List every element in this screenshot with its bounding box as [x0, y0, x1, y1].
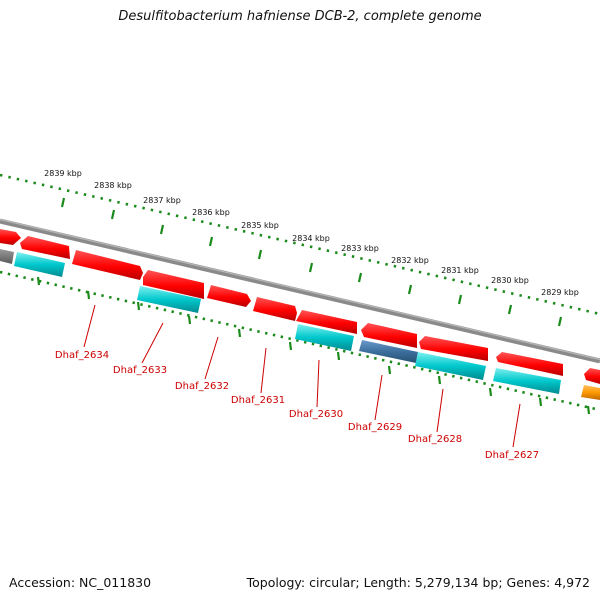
cds-forward-arrow [20, 236, 70, 259]
gene-label: Dhaf_2628 [408, 434, 462, 445]
inner-tick-mark [288, 341, 293, 351]
unknown-feature [581, 385, 600, 400]
inner-scale-dotted-line [0, 270, 600, 412]
forward-strand-features [0, 229, 600, 384]
cds-reverse-feature [137, 286, 201, 313]
scale-tick-label: 2835 kbp [241, 221, 279, 230]
major-tick-mark [507, 304, 513, 315]
inner-tick-mark [488, 387, 493, 397]
outer-scale-ticks: 2839 kbp 2838 kbp 2837 kbp 2836 kbp 2835 kbp… [44, 169, 579, 327]
gene-leader-line [374, 374, 383, 421]
inner-tick-mark [36, 276, 41, 286]
accession-label: Accession: NC_011830 [9, 575, 152, 590]
major-tick-mark [208, 236, 214, 247]
inner-tick-mark [538, 397, 543, 407]
genome-title: Desulfitobacterium hafniense DCB-2, comp… [118, 9, 482, 24]
gene-leader-line [316, 359, 320, 408]
gene-label: Dhaf_2634 [55, 350, 109, 361]
scale-tick-label: 2832 kbp [391, 256, 429, 265]
inner-tick-mark [437, 375, 442, 385]
cds-other-feature [0, 249, 14, 264]
inner-tick-mark [387, 365, 392, 375]
cds-reverse-feature [14, 252, 65, 277]
inner-tick-mark [237, 328, 242, 338]
scale-tick-label: 2834 kbp [292, 234, 330, 243]
major-tick-mark [308, 262, 314, 273]
cds-forward-arrow [207, 285, 251, 307]
inner-tick-mark [187, 315, 192, 325]
cds-reverse-feature [295, 324, 354, 351]
gene-label: Dhaf_2630 [289, 409, 343, 420]
major-tick-mark [557, 316, 563, 327]
major-tick-mark [407, 284, 413, 295]
major-tick-mark [357, 272, 363, 283]
scale-tick-label: 2836 kbp [192, 208, 230, 217]
major-tick-mark [457, 294, 463, 305]
gene-leader-line [141, 322, 164, 364]
cds-reverse-feature [493, 368, 561, 394]
scale-tick-label: 2829 kbp [541, 288, 579, 297]
genome-summary-label: Topology: circular; Length: 5,279,134 bp… [246, 575, 590, 590]
scale-tick-label: 2831 kbp [441, 266, 479, 275]
gene-label: Dhaf_2629 [348, 422, 402, 433]
major-tick-mark [159, 224, 165, 235]
gene-leader-line [204, 336, 219, 380]
scale-tick-label: 2838 kbp [94, 181, 132, 190]
cds-forward-arrow [361, 323, 417, 348]
gene-leader-line [512, 403, 521, 448]
cds-forward-arrow [0, 229, 21, 245]
gene-label: Dhaf_2632 [175, 381, 229, 392]
cds-forward-arrow [253, 297, 297, 321]
inner-tick-mark [336, 351, 341, 361]
scale-tick-label: 2837 kbp [143, 196, 181, 205]
gene-leader-line [83, 304, 96, 348]
genome-backbone-highlight [0, 218, 600, 361]
genome-backbone [0, 218, 600, 364]
cds-forward-arrow [296, 310, 357, 334]
gene-label: Dhaf_2627 [485, 450, 539, 461]
major-tick-mark [257, 249, 263, 260]
cds-reverse-feature [415, 352, 486, 380]
gene-label: Dhaf_2631 [231, 395, 285, 406]
cds-other-feature [359, 340, 418, 363]
inner-tick-mark [86, 290, 91, 300]
reverse-strand-features [0, 249, 600, 400]
cds-forward-arrow [72, 250, 143, 280]
cds-forward-arrow [496, 352, 563, 376]
major-tick-mark [60, 197, 66, 208]
scale-tick-label: 2839 kbp [44, 169, 82, 178]
scale-tick-label: 2833 kbp [341, 244, 379, 253]
gene-leader-line [260, 347, 267, 394]
gene-label: Dhaf_2633 [113, 365, 167, 376]
inner-tick-mark [136, 301, 141, 311]
outer-scale-dotted-line [0, 173, 600, 316]
scale-tick-label: 2830 kbp [491, 276, 529, 285]
cds-forward-arrow [584, 368, 600, 384]
inner-tick-mark [586, 405, 591, 415]
gene-leader-line [436, 388, 444, 433]
cds-forward-arrow [419, 336, 488, 361]
cds-forward-arrow [143, 270, 204, 299]
inner-scale-ticks [36, 276, 591, 415]
major-tick-mark [110, 209, 116, 220]
